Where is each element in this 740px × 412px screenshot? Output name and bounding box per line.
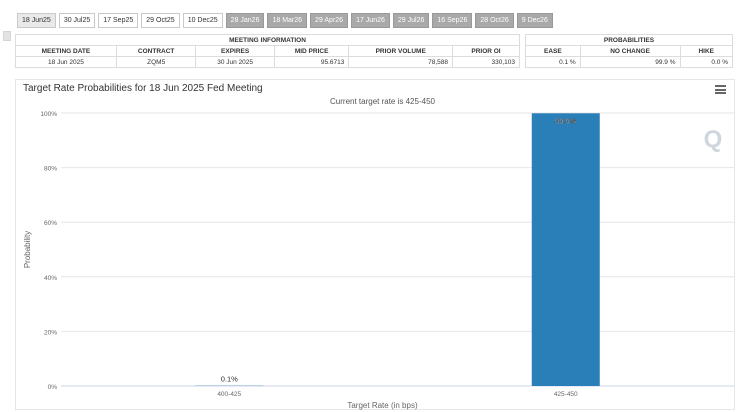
tab-meeting-10[interactable]: 29 Jul26 [392,13,430,28]
chart-title: Target Rate Probabilities for 18 Jun 202… [23,83,263,94]
tab-meeting-8[interactable]: 29 Apr26 [310,13,349,28]
probabilities-heading: PROBABILITIES [525,34,733,46]
y-tick-label: 0% [48,384,58,391]
y-tick-label: 100% [40,111,57,118]
chart-subtitle: Current target rate is 425-450 [330,97,435,106]
contract-value: ZQM5 [115,56,197,68]
target-rate-chart: Current target rate is 425-450 0% 20% 40% 60… [23,97,734,410]
col-mid-price: MID PRICE [273,45,350,57]
col-no-change: NO CHANGE [579,45,681,57]
table-row: 18 Jun 2025 ZQM5 30 Jun 2025 95.6713 78,… [15,56,520,68]
meeting-information-table: MEETING INFORMATION MEETING DATE CONTRAC… [15,34,520,68]
watermark-logo: Q [704,126,723,153]
tab-meeting-2[interactable]: 30 Jul25 [58,13,96,28]
y-axis-title: Probability [23,231,32,268]
hike-value: 0.0 % [679,56,733,68]
col-expires: EXPIRES [195,45,275,57]
bar-425-450 [531,113,600,386]
tab-meeting-3[interactable]: 17 Sep25 [98,13,139,28]
x-tick-label: 400-425 [217,391,241,398]
meeting-information-heading: MEETING INFORMATION [15,34,520,46]
col-ease: EASE [525,45,581,57]
tab-meeting-13[interactable]: 9 Dec26 [516,13,553,28]
tab-meeting-6[interactable]: 28 Jan26 [225,13,265,28]
tab-meeting-12[interactable]: 28 Oct26 [475,13,514,28]
y-tick-label: 80% [44,166,57,173]
chart-container: Target Rate Probabilities for 18 Jun 202… [15,79,735,410]
col-contract: CONTRACT [115,45,197,57]
tab-meeting-7[interactable]: 18 Mar26 [267,13,308,28]
table-row: 0.1 % 99.9 % 0.0 % [525,56,733,68]
no-change-value: 99.9 % [579,56,681,68]
ease-value: 0.1 % [525,56,581,68]
y-tick-label: 60% [44,220,57,227]
col-prior-volume: PRIOR VOLUME [348,45,453,57]
y-tick-label: 40% [44,275,57,282]
probabilities-table: PROBABILITIES EASE NO CHANGE HIKE 0.1 % … [525,34,733,68]
col-prior-oi: PRIOR OI [452,45,520,57]
hamburger-menu-icon[interactable] [715,85,726,94]
x-axis-title: Target Rate (in bps) [347,401,418,410]
mid-price-value: 95.6713 [273,56,350,68]
tab-meeting-11[interactable]: 16 Sep26 [432,13,473,28]
col-meeting-date: MEETING DATE [15,45,117,57]
tab-meeting-5[interactable]: 10 Dec25 [182,13,223,28]
meeting-date-value: 18 Jun 2025 [15,56,117,68]
prior-volume-value: 78,588 [348,56,453,68]
tab-meeting-1[interactable]: 18 Jun25 [17,13,56,28]
prior-oi-value: 330,103 [452,56,520,68]
x-tick-label: 425-450 [554,391,578,398]
meeting-tabs: 18 Jun25 30 Jul25 17 Sep25 29 Oct25 10 Dec25… [17,13,553,28]
data-label: 0.1% [221,375,238,384]
data-label: 99.9% [555,116,577,125]
tab-meeting-4[interactable]: 29 Oct25 [141,13,180,28]
col-hike: HIKE [679,45,733,57]
tab-meeting-9[interactable]: 17 Jun26 [351,13,390,28]
expires-value: 30 Jun 2025 [195,56,275,68]
sidebar-toggle[interactable] [3,31,11,41]
y-tick-label: 20% [44,329,57,336]
